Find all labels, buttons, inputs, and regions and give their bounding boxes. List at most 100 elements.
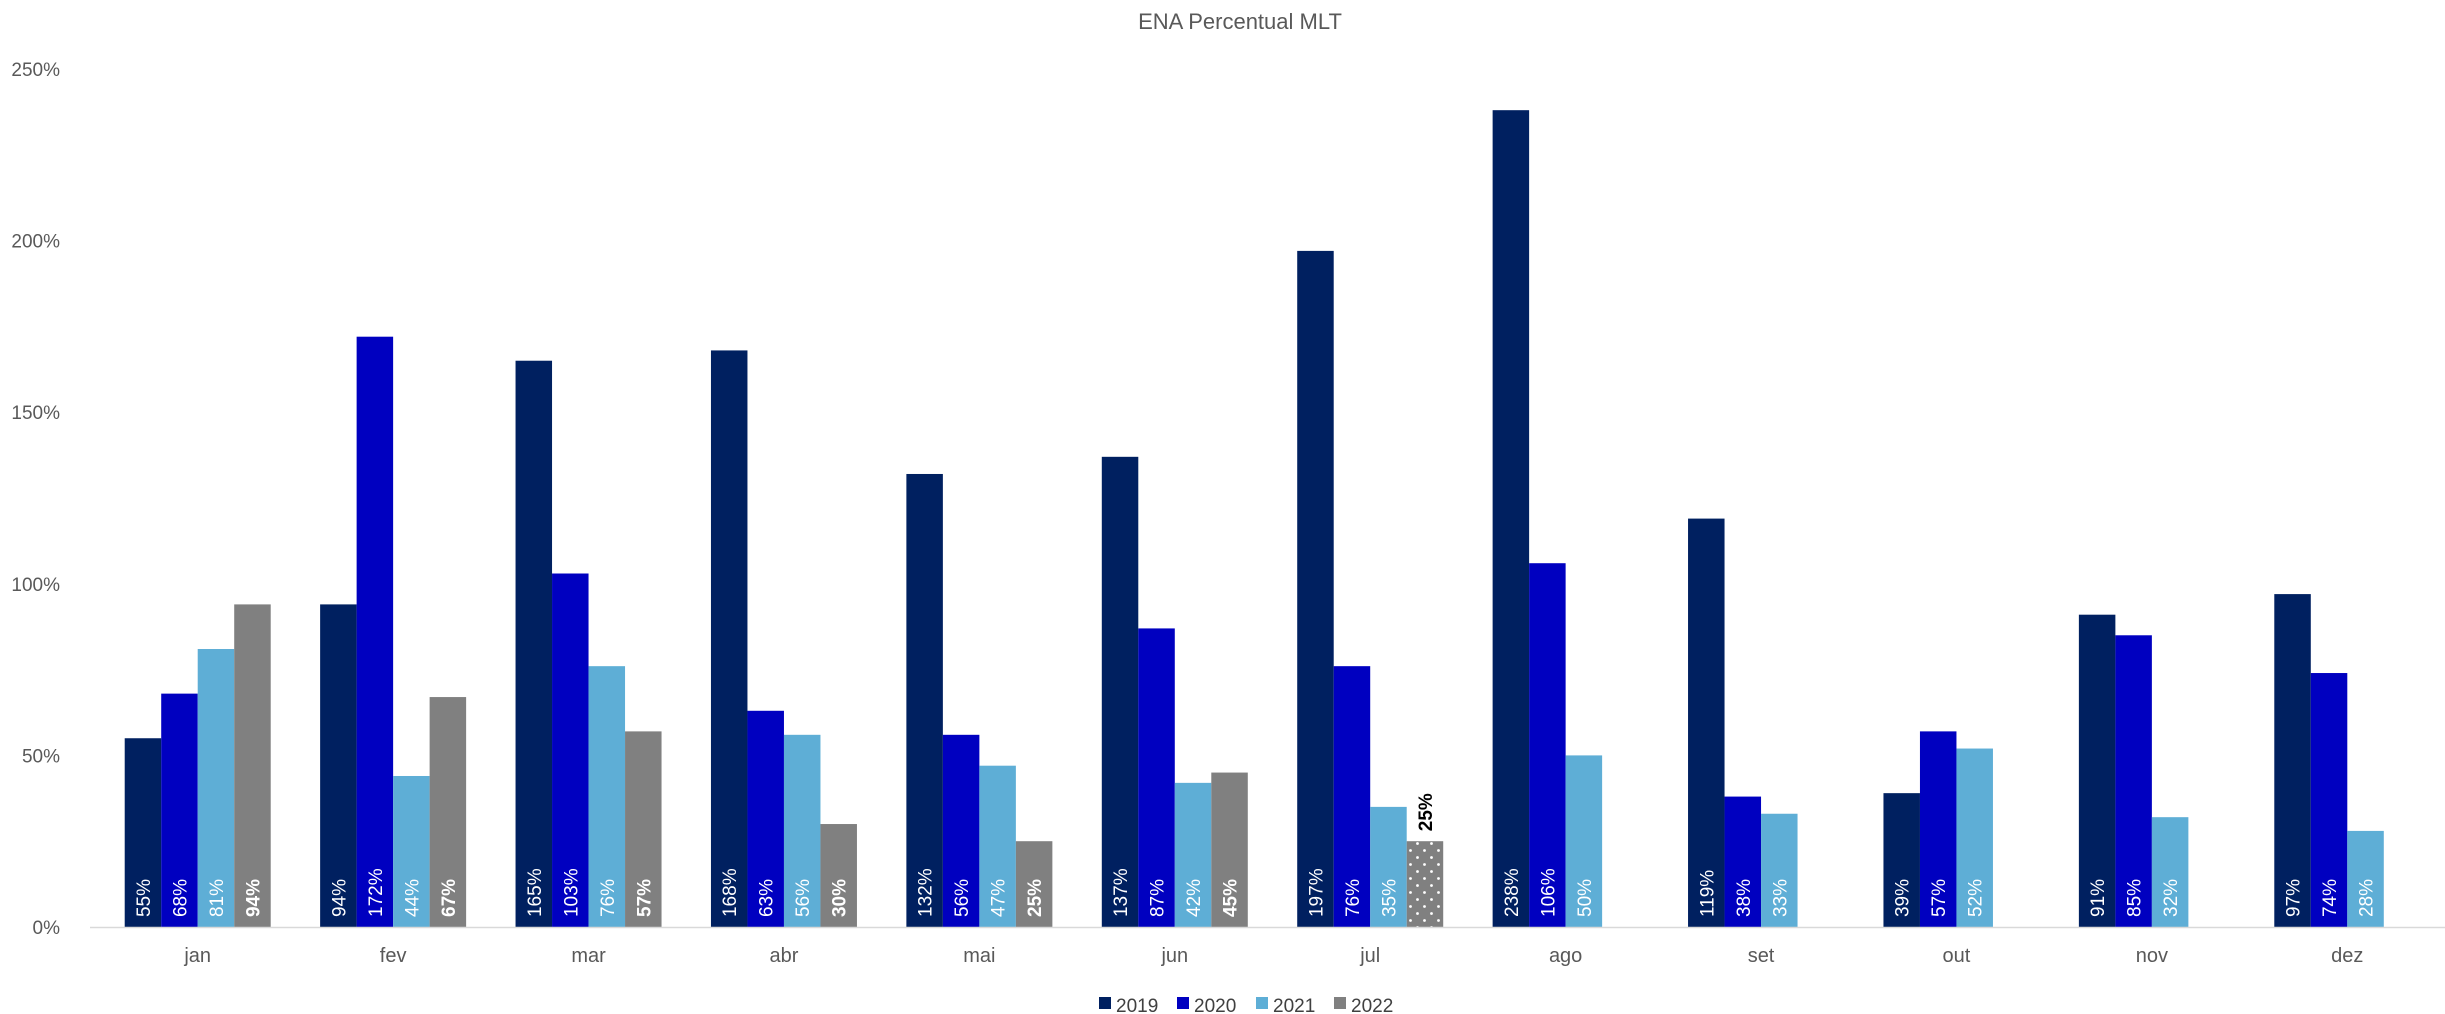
data-label-2021-mai: 47% bbox=[989, 879, 1010, 917]
legend-swatch-2021 bbox=[1256, 997, 1268, 1009]
x-tick-label-jul: jul bbox=[1359, 945, 1380, 967]
data-label-2020-jul: 76% bbox=[1343, 879, 1364, 917]
y-tick-label: 50% bbox=[22, 746, 60, 767]
y-tick-label: 150% bbox=[11, 403, 60, 424]
legend-swatch-2020 bbox=[1177, 997, 1189, 1009]
bar-2019-jan bbox=[124, 738, 162, 927]
bar-2019-fev bbox=[320, 604, 357, 927]
data-label-2021-nov: 32% bbox=[2161, 879, 2182, 917]
data-label-2022-jun: 45% bbox=[1221, 879, 1242, 917]
bar-2019-mai bbox=[906, 473, 943, 927]
x-tick-label-ago: ago bbox=[1549, 945, 1582, 967]
bar-2021-jun bbox=[1174, 782, 1212, 927]
bar-2019-nov bbox=[2078, 614, 2116, 927]
y-tick-label: 0% bbox=[33, 918, 61, 939]
data-label-2021-out: 52% bbox=[1966, 879, 1987, 917]
data-label-2022-jan: 94% bbox=[243, 879, 264, 917]
data-label-2019-nov: 91% bbox=[2088, 879, 2109, 917]
bar-2020-out bbox=[1919, 731, 1957, 927]
bar-2019-set bbox=[1688, 518, 1725, 927]
data-label-2019-mar: 165% bbox=[525, 868, 546, 917]
legend-swatch-2019 bbox=[1099, 997, 1111, 1009]
bar-2019-abr bbox=[710, 350, 748, 927]
data-label-2019-mai: 132% bbox=[916, 868, 937, 917]
x-tick-label-out: out bbox=[1943, 945, 1971, 967]
data-label-2019-abr: 168% bbox=[720, 868, 741, 917]
bars-group: 55% 68% 81% 94% 94% 172% 44% 67% 165% 103% 76% 57% 1… bbox=[124, 110, 2384, 928]
bar-2020-mai bbox=[942, 734, 980, 927]
bar-2021-mar bbox=[588, 666, 626, 927]
data-label-2021-jul: 35% bbox=[1379, 879, 1400, 917]
data-label-2021-dez: 28% bbox=[2357, 879, 2378, 917]
data-label-2022-jul: 25% bbox=[1416, 793, 1437, 831]
bar-2022-fev bbox=[429, 697, 467, 927]
data-label-2021-mar: 76% bbox=[598, 879, 619, 917]
data-label-2021-jan: 81% bbox=[207, 879, 228, 917]
data-label-2020-fev: 172% bbox=[366, 868, 387, 917]
bar-2020-jan bbox=[161, 693, 198, 927]
bar-2020-ago bbox=[1529, 563, 1566, 927]
data-label-2022-mai: 25% bbox=[1025, 879, 1046, 917]
bar-2020-fev bbox=[356, 336, 394, 927]
x-tick-label-jan: jan bbox=[183, 945, 211, 967]
x-tick-label-set: set bbox=[1748, 945, 1775, 967]
y-axis: 0% 50% 100% 150% 200% 250% bbox=[11, 60, 60, 939]
data-label-2020-abr: 63% bbox=[757, 879, 778, 917]
bar-2021-jan bbox=[197, 649, 235, 927]
bar-2020-jun bbox=[1138, 628, 1175, 927]
bar-2020-nov bbox=[2115, 635, 2152, 927]
legend-label-2019: 2019 bbox=[1116, 996, 1158, 1014]
y-tick-label: 250% bbox=[11, 60, 60, 81]
bar-2022-jul bbox=[1406, 841, 1444, 927]
bar-2019-jul bbox=[1297, 250, 1334, 927]
data-label-2021-set: 33% bbox=[1770, 879, 1791, 917]
bar-2019-dez bbox=[2274, 594, 2311, 927]
data-label-2019-jan: 55% bbox=[134, 879, 155, 917]
legend-label-2021: 2021 bbox=[1273, 996, 1315, 1014]
legend: 2019 2020 2021 2022 bbox=[1099, 996, 1393, 1014]
x-tick-label-mai: mai bbox=[963, 945, 995, 967]
data-label-2019-out: 39% bbox=[1893, 879, 1914, 917]
bar-2022-mai bbox=[1015, 841, 1053, 927]
y-tick-label: 200% bbox=[11, 232, 60, 253]
data-label-2021-jun: 42% bbox=[1184, 879, 1205, 917]
data-label-2019-jun: 137% bbox=[1111, 868, 1132, 917]
data-label-2021-fev: 44% bbox=[402, 879, 423, 917]
bar-2019-ago bbox=[1492, 110, 1530, 927]
data-label-2022-fev: 67% bbox=[439, 879, 460, 917]
data-label-2020-jun: 87% bbox=[1148, 879, 1169, 917]
bar-2022-abr bbox=[820, 824, 857, 927]
bar-2020-abr bbox=[747, 710, 784, 927]
bar-2021-set bbox=[1761, 813, 1798, 927]
data-label-2022-mar: 57% bbox=[634, 879, 655, 917]
data-label-2020-out: 57% bbox=[1929, 879, 1950, 917]
data-label-2019-dez: 97% bbox=[2284, 879, 2305, 917]
data-label-2020-jan: 68% bbox=[170, 879, 191, 917]
data-label-2020-nov: 85% bbox=[2125, 879, 2146, 917]
bar-2022-jan bbox=[234, 604, 271, 927]
x-tick-label-jun: jun bbox=[1160, 945, 1188, 967]
legend-label-2020: 2020 bbox=[1194, 996, 1236, 1014]
data-label-2019-ago: 238% bbox=[1502, 868, 1523, 917]
legend-swatch-2022 bbox=[1334, 997, 1346, 1009]
data-label-2020-set: 38% bbox=[1734, 879, 1755, 917]
data-label-2020-dez: 74% bbox=[2320, 879, 2341, 917]
data-label-2020-mar: 103% bbox=[561, 868, 582, 917]
bar-2019-mar bbox=[515, 360, 553, 928]
x-tick-label-nov: nov bbox=[2136, 945, 2168, 967]
bar-2021-nov bbox=[2151, 817, 2189, 927]
data-label-2020-ago: 106% bbox=[1538, 868, 1559, 917]
bar-2020-mar bbox=[552, 573, 589, 927]
bar-2019-out bbox=[1883, 793, 1920, 927]
bar-2021-mai bbox=[979, 765, 1016, 927]
data-label-2019-jul: 197% bbox=[1306, 868, 1327, 917]
x-tick-label-mar: mar bbox=[571, 945, 606, 967]
bar-2021-fev bbox=[393, 775, 430, 927]
bar-2021-jul bbox=[1370, 806, 1407, 927]
y-tick-label: 100% bbox=[11, 575, 60, 596]
bar-2021-out bbox=[1956, 748, 1993, 927]
bar-2021-ago bbox=[1565, 755, 1603, 927]
bar-2021-abr bbox=[783, 734, 821, 927]
